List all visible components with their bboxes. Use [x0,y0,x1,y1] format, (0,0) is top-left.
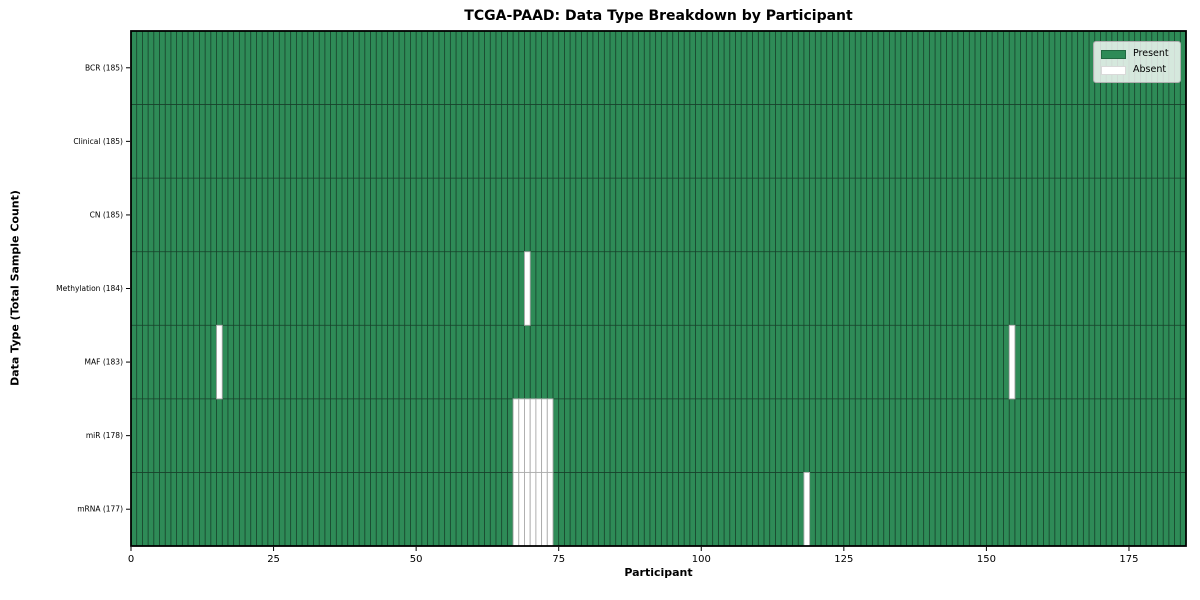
absent-cell [535,471,543,547]
x-tick-label: 175 [1119,554,1138,565]
absent-cell [546,471,554,547]
present-swatch [1101,49,1126,59]
present-area [131,31,1186,546]
x-tick-label: 100 [692,554,711,565]
absent-cell [529,398,537,473]
absent-cell [524,251,531,326]
y-tick-label: miR (178) [86,431,123,440]
x-tick-label: 150 [977,554,996,565]
x-tick-label: 25 [267,554,280,565]
x-tick-label: 50 [410,554,423,565]
legend-item-absent: Absent [1101,64,1172,76]
absent-cell [541,471,548,547]
absent-cell [512,398,520,473]
legend-label-absent: Absent [1133,64,1167,75]
absent-cell [518,471,525,547]
absent-cell [535,398,543,473]
absent-cell [524,398,531,473]
x-tick-label: 125 [834,554,853,565]
y-tick-label: mRNA (177) [77,505,123,514]
absent-cell [524,471,531,547]
absent-cell [518,398,525,473]
y-tick-label: MAF (183) [85,358,124,367]
y-axis-label: Data Type (Total Sample Count) [8,190,22,386]
y-tick-label: CN (185) [90,210,123,219]
absent-cell [541,398,548,473]
y-tick-label: Clinical (185) [73,137,123,146]
absent-cell [803,471,811,547]
legend-item-present: Present [1101,48,1172,60]
y-tick-label: Methylation (184) [56,284,123,293]
absent-cell [529,471,537,547]
legend-label-present: Present [1133,48,1169,59]
x-tick-label: 75 [552,554,565,565]
absent-cell [546,398,554,473]
legend: Present Absent [1093,41,1181,83]
absent-swatch [1101,65,1126,75]
x-tick-label: 0 [128,554,134,565]
chart-title: TCGA-PAAD: Data Type Breakdown by Partic… [464,8,853,24]
absent-cell [512,471,520,547]
y-tick-label: BCR (185) [85,63,123,72]
absent-cell [216,324,223,400]
absent-cell [1008,324,1016,400]
axes-spines [130,30,1187,547]
x-axis-label: Participant [624,566,693,579]
